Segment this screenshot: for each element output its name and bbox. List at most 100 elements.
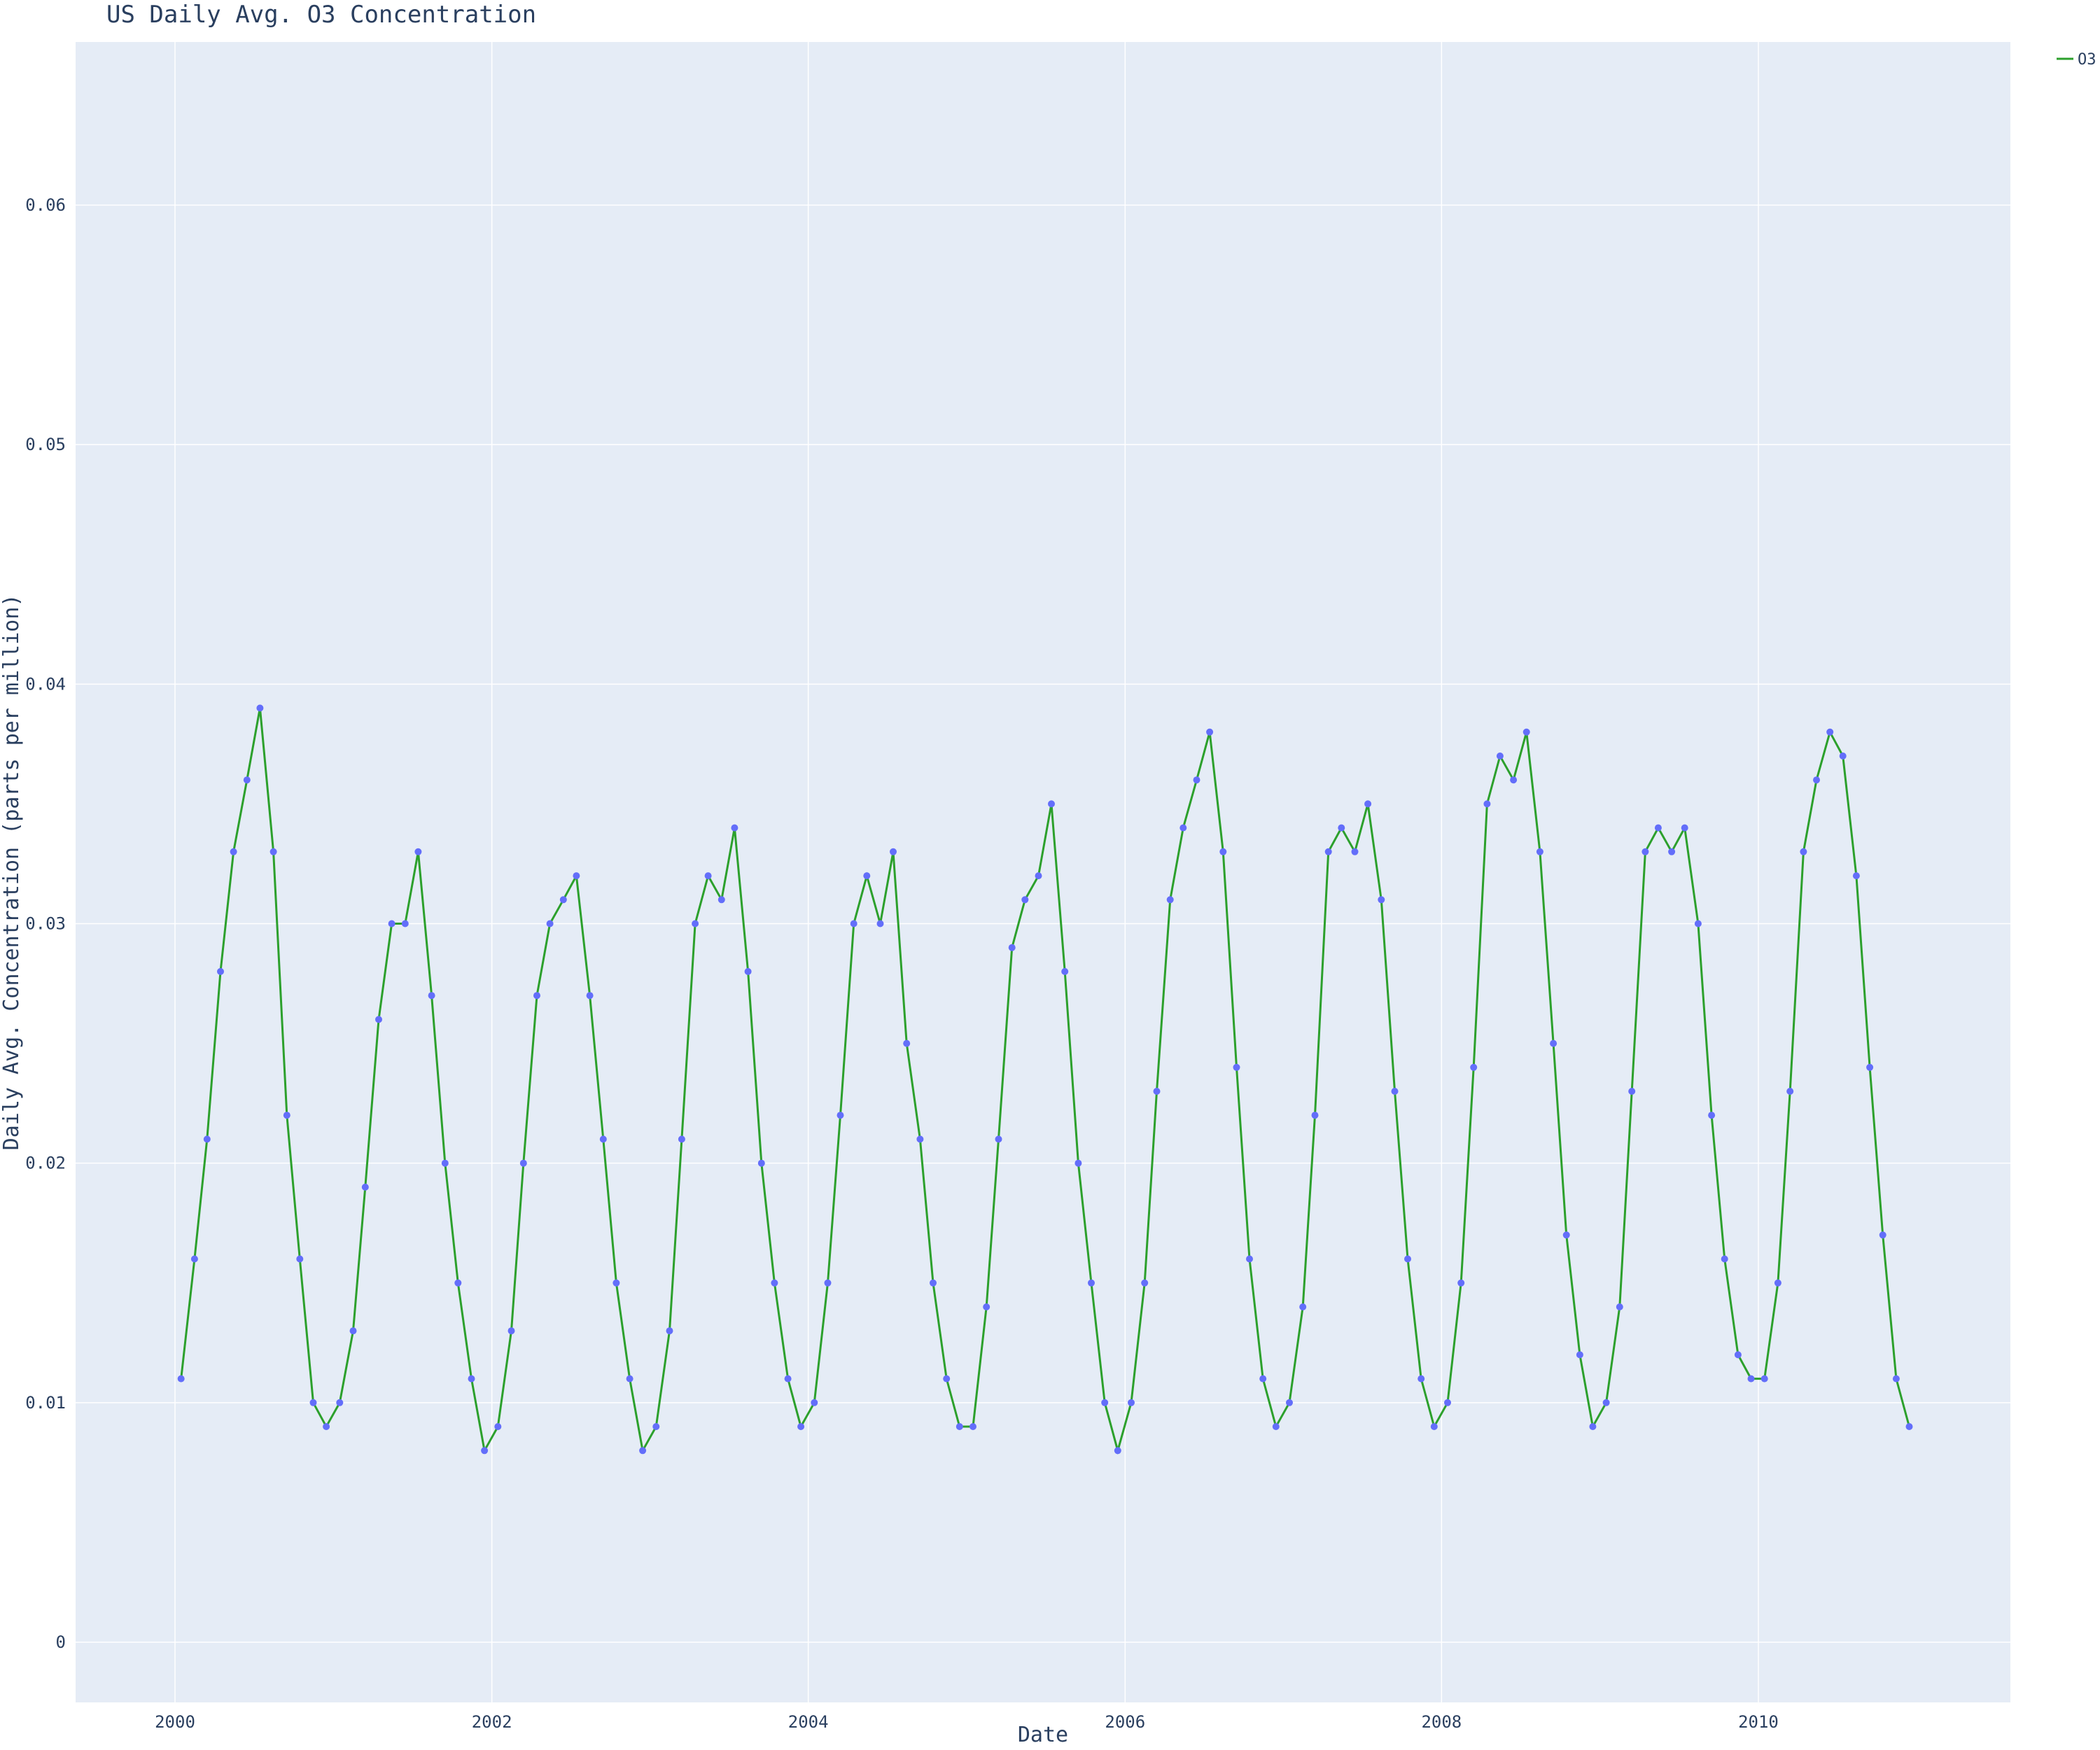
data-point[interactable] bbox=[1522, 728, 1530, 736]
data-point[interactable] bbox=[811, 1399, 818, 1406]
data-point[interactable] bbox=[1839, 752, 1847, 760]
data-point[interactable] bbox=[1694, 920, 1702, 927]
data-point[interactable] bbox=[1061, 967, 1069, 975]
data-point[interactable] bbox=[1892, 1375, 1900, 1382]
data-point[interactable] bbox=[626, 1375, 634, 1382]
data-point[interactable] bbox=[1008, 944, 1016, 951]
data-point[interactable] bbox=[1866, 1063, 1874, 1071]
data-point[interactable] bbox=[1879, 1231, 1886, 1239]
data-point[interactable] bbox=[1483, 800, 1491, 808]
data-point[interactable] bbox=[428, 992, 435, 1000]
data-point[interactable] bbox=[559, 896, 567, 904]
data-point[interactable] bbox=[190, 1255, 198, 1263]
data-point[interactable] bbox=[1905, 1423, 1913, 1430]
data-point[interactable] bbox=[1418, 1375, 1425, 1382]
data-point[interactable] bbox=[955, 1423, 963, 1430]
data-point[interactable] bbox=[230, 848, 237, 855]
data-point[interactable] bbox=[468, 1375, 475, 1382]
data-point[interactable] bbox=[1153, 1088, 1161, 1095]
data-point[interactable] bbox=[507, 1327, 515, 1335]
data-point[interactable] bbox=[1219, 848, 1227, 855]
data-point[interactable] bbox=[1444, 1399, 1451, 1406]
data-point[interactable] bbox=[1668, 848, 1676, 855]
data-point[interactable] bbox=[1800, 848, 1807, 855]
data-point[interactable] bbox=[718, 896, 725, 904]
data-point[interactable] bbox=[1021, 896, 1029, 904]
data-point[interactable] bbox=[203, 1135, 211, 1143]
data-point[interactable] bbox=[1404, 1255, 1411, 1263]
data-point[interactable] bbox=[1734, 1351, 1742, 1359]
data-point[interactable] bbox=[1088, 1279, 1095, 1287]
data-point[interactable] bbox=[1259, 1375, 1267, 1382]
data-point[interactable] bbox=[639, 1447, 647, 1455]
data-point[interactable] bbox=[361, 1183, 369, 1191]
data-point[interactable] bbox=[652, 1423, 660, 1430]
data-point[interactable] bbox=[296, 1255, 304, 1263]
data-point[interactable] bbox=[983, 1303, 990, 1310]
data-point[interactable] bbox=[969, 1423, 976, 1430]
data-point[interactable] bbox=[1141, 1279, 1149, 1287]
data-point[interactable] bbox=[943, 1375, 951, 1382]
data-point[interactable] bbox=[916, 1135, 924, 1143]
data-point[interactable] bbox=[1786, 1088, 1794, 1095]
data-point[interactable] bbox=[1101, 1399, 1109, 1406]
data-point[interactable] bbox=[1774, 1279, 1782, 1287]
data-point[interactable] bbox=[1311, 1112, 1319, 1119]
data-point[interactable] bbox=[612, 1279, 620, 1287]
data-point[interactable] bbox=[995, 1135, 1002, 1143]
data-point[interactable] bbox=[1378, 896, 1385, 904]
data-point[interactable] bbox=[546, 920, 554, 927]
data-point[interactable] bbox=[1074, 1159, 1082, 1167]
data-point[interactable] bbox=[850, 920, 858, 927]
data-point[interactable] bbox=[744, 967, 752, 975]
data-point[interactable] bbox=[243, 776, 251, 784]
data-point[interactable] bbox=[1813, 776, 1820, 784]
data-point[interactable] bbox=[757, 1159, 765, 1167]
data-point[interactable] bbox=[519, 1159, 527, 1167]
data-point[interactable] bbox=[1496, 752, 1504, 760]
data-point[interactable] bbox=[441, 1159, 449, 1167]
data-point[interactable] bbox=[1233, 1063, 1240, 1071]
data-point[interactable] bbox=[336, 1399, 344, 1406]
data-point[interactable] bbox=[1589, 1423, 1597, 1430]
data-point[interactable] bbox=[1628, 1088, 1636, 1095]
data-point[interactable] bbox=[1430, 1423, 1438, 1430]
data-point[interactable] bbox=[824, 1279, 832, 1287]
data-point[interactable] bbox=[797, 1423, 805, 1430]
data-point[interactable] bbox=[1324, 848, 1332, 855]
data-point[interactable] bbox=[678, 1135, 685, 1143]
data-point[interactable] bbox=[1338, 824, 1345, 832]
data-point[interactable] bbox=[1681, 824, 1688, 832]
data-point[interactable] bbox=[388, 920, 396, 927]
data-point[interactable] bbox=[283, 1112, 290, 1119]
data-point[interactable] bbox=[1272, 1423, 1280, 1430]
data-point[interactable] bbox=[1708, 1112, 1716, 1119]
data-point[interactable] bbox=[666, 1327, 673, 1335]
data-point[interactable] bbox=[1654, 824, 1662, 832]
data-point[interactable] bbox=[1246, 1255, 1253, 1263]
data-point[interactable] bbox=[836, 1112, 844, 1119]
data-point[interactable] bbox=[256, 704, 264, 712]
data-point[interactable] bbox=[1576, 1351, 1583, 1359]
data-point[interactable] bbox=[533, 992, 540, 1000]
data-point[interactable] bbox=[1180, 824, 1187, 832]
data-point[interactable] bbox=[1510, 776, 1518, 784]
data-point[interactable] bbox=[414, 848, 422, 855]
data-point[interactable] bbox=[704, 872, 712, 880]
data-point[interactable] bbox=[1166, 896, 1174, 904]
data-point[interactable] bbox=[1351, 848, 1359, 855]
data-point[interactable] bbox=[1206, 728, 1214, 736]
data-point[interactable] bbox=[1721, 1255, 1728, 1263]
data-point[interactable] bbox=[1114, 1447, 1121, 1455]
data-point[interactable] bbox=[1642, 848, 1649, 855]
data-point[interactable] bbox=[1035, 872, 1042, 880]
data-point[interactable] bbox=[573, 872, 580, 880]
data-point[interactable] bbox=[375, 1016, 382, 1023]
data-point[interactable] bbox=[454, 1279, 462, 1287]
data-point[interactable] bbox=[1364, 800, 1372, 808]
data-point[interactable] bbox=[586, 992, 594, 1000]
data-point[interactable] bbox=[1470, 1063, 1478, 1071]
data-point[interactable] bbox=[401, 920, 409, 927]
data-point[interactable] bbox=[784, 1375, 792, 1382]
data-point[interactable] bbox=[1193, 776, 1200, 784]
